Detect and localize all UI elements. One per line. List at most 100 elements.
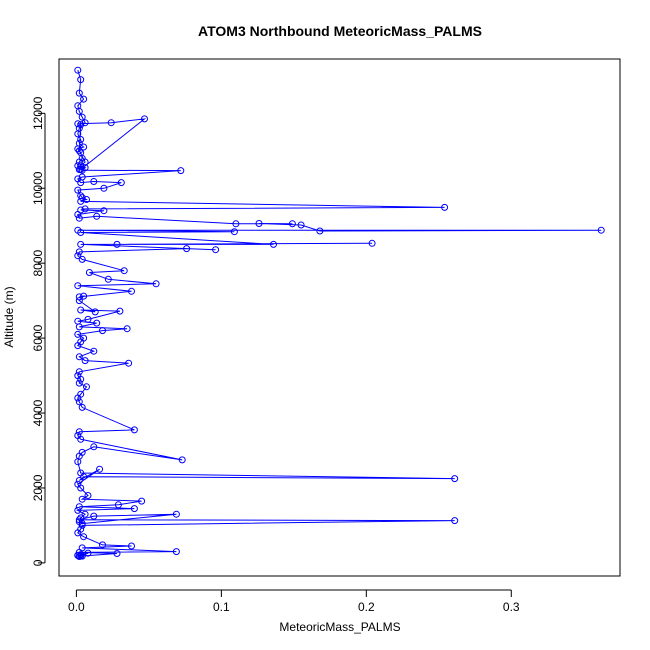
y-tick-label: 8000 [31, 250, 45, 277]
y-tick-label: 10000 [31, 171, 45, 205]
x-axis: 0.0 0.1 0.2 0.3 [68, 589, 520, 614]
data-point [125, 359, 133, 367]
data-point [75, 398, 83, 406]
data-point [81, 119, 89, 127]
data-point [90, 347, 98, 355]
chart-title: ATOM3 Northbound MeteoricMass_PALMS [198, 23, 482, 39]
data-point [77, 179, 85, 187]
data-point [75, 503, 83, 511]
data-point [130, 426, 138, 434]
data-point [113, 550, 121, 557]
data-point [81, 510, 89, 518]
data-point [75, 552, 83, 560]
data-point [74, 186, 82, 194]
x-tick-label: 0.3 [503, 600, 520, 614]
data-point [183, 245, 191, 253]
data-point [128, 287, 135, 295]
data-point [75, 323, 83, 331]
data-point [83, 383, 90, 391]
data-point [75, 293, 83, 301]
data-point [84, 315, 92, 323]
y-tick-label: 12000 [31, 96, 45, 130]
y-tick-label: 0 [31, 559, 45, 566]
data-point [441, 203, 449, 211]
data-point [107, 119, 115, 127]
data-point [74, 130, 82, 138]
data-point [128, 542, 135, 550]
data-point [297, 221, 305, 229]
data-point [451, 475, 459, 483]
data-point [78, 403, 86, 411]
data-point [80, 473, 88, 481]
data-point [177, 167, 185, 175]
data-point [74, 330, 82, 338]
data-point [91, 308, 99, 316]
data-point [288, 220, 296, 228]
data-point [78, 495, 86, 503]
data-point [96, 465, 104, 473]
data-point [77, 484, 85, 492]
data-point [230, 228, 238, 236]
data-point [74, 66, 82, 74]
data-point [77, 229, 85, 236]
data-point [270, 240, 277, 248]
data-point [316, 227, 324, 235]
data-point [78, 113, 86, 121]
data-point [74, 252, 82, 260]
data-point [75, 477, 83, 484]
x-axis-label: MeteoricMass_PALMS [279, 620, 400, 634]
data-point [74, 342, 82, 350]
data-point [74, 458, 82, 466]
data-point [77, 375, 85, 383]
data-point [90, 178, 98, 185]
data-point [80, 533, 88, 541]
data-point [81, 357, 89, 365]
data-point [78, 255, 86, 263]
data-point [90, 512, 98, 520]
data-point [84, 492, 92, 499]
data-point [99, 541, 106, 549]
data-point [74, 282, 82, 290]
data-point [75, 297, 83, 305]
y-tick-label: 2000 [31, 474, 45, 501]
data-point [113, 240, 121, 248]
series-line [75, 70, 602, 557]
data-point [84, 549, 92, 557]
data-point [368, 239, 376, 247]
y-axis: 0 2000 4000 6000 8000 10000 12000 [31, 96, 46, 566]
data-point [117, 179, 125, 187]
data-point [77, 551, 85, 559]
data-point [74, 120, 82, 128]
data-point [75, 428, 83, 436]
data-point [114, 501, 122, 509]
data-point [74, 211, 82, 218]
data-point [255, 220, 263, 227]
data-point [93, 212, 101, 220]
data-point [77, 240, 85, 248]
data-point [78, 521, 86, 529]
data-point [178, 456, 186, 464]
data-point [74, 506, 82, 514]
data-point [77, 162, 85, 170]
data-point [75, 166, 83, 173]
data-point [152, 280, 160, 288]
data-point [77, 76, 85, 84]
data-point [75, 379, 83, 387]
x-tick-label: 0.0 [68, 600, 85, 614]
data-point [597, 226, 605, 234]
series-layer [74, 66, 605, 560]
data-point [75, 248, 83, 256]
data-point [85, 269, 93, 276]
y-tick-label: 6000 [31, 324, 45, 351]
data-point [100, 207, 108, 215]
data-point [141, 115, 148, 123]
y-axis-label: Altitude (m) [2, 286, 16, 347]
data-point [80, 292, 88, 300]
y-tick-label: 4000 [31, 399, 45, 426]
data-point [120, 267, 128, 275]
data-point [212, 246, 220, 254]
data-point [75, 107, 83, 115]
data-point [81, 205, 89, 213]
data-point [75, 147, 83, 155]
data-point [77, 306, 85, 314]
